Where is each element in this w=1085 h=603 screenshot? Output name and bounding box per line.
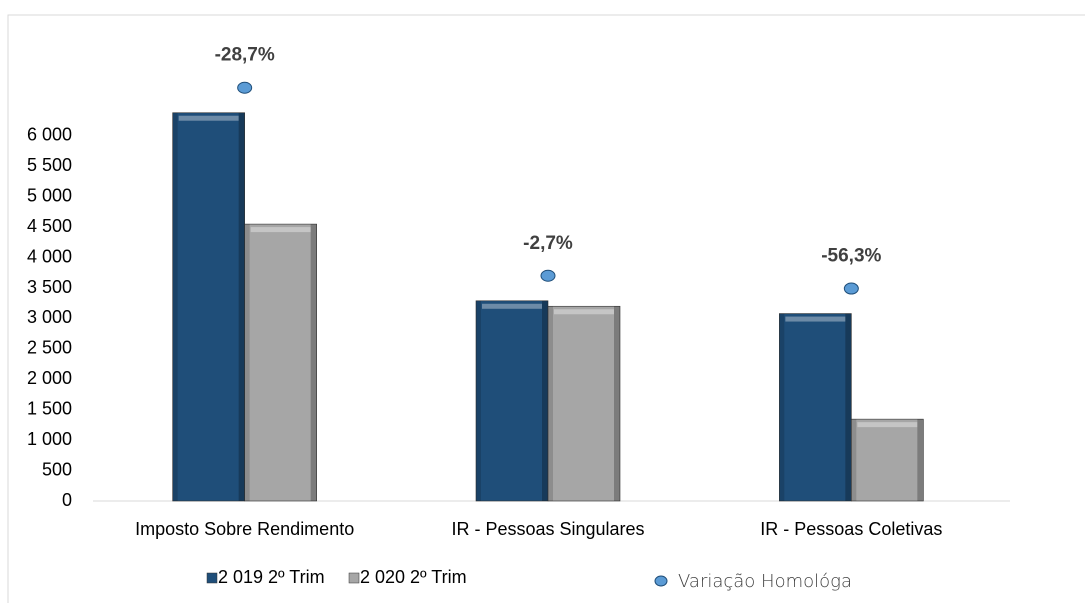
bar-shade <box>310 224 317 501</box>
bar-bevel <box>785 316 846 322</box>
y-tick-label: 5 500 <box>27 155 72 175</box>
legend-label: 2 020 2º Trim <box>360 567 467 587</box>
legend-marker <box>348 572 360 584</box>
bar-bevel <box>554 309 614 315</box>
bar-shade <box>238 112 245 501</box>
value-label: -56,3% <box>821 246 881 267</box>
value-label: -2,7% <box>523 233 573 254</box>
legend-marker <box>654 575 668 587</box>
value-label: -28,7% <box>215 45 275 66</box>
bar-shade <box>845 313 852 501</box>
bar <box>172 112 245 502</box>
bar-bevel <box>857 422 918 428</box>
bar-bevel <box>482 303 542 309</box>
x-tick-label: Imposto Sobre Rendimento <box>135 519 354 539</box>
y-tick-label: 0 <box>62 490 72 510</box>
legend-marker <box>206 572 218 584</box>
bar <box>851 418 924 502</box>
bar-shade <box>548 306 553 501</box>
y-tick-label: 2 500 <box>27 338 72 358</box>
y-tick-label: 3 500 <box>27 277 72 297</box>
y-tick-label: 1 500 <box>27 398 72 418</box>
marker <box>843 282 859 295</box>
bar-shade <box>917 419 924 501</box>
y-tick-label: 1 000 <box>27 429 72 449</box>
bar-shade <box>779 313 785 501</box>
x-tick-label: IR - Pessoas Singulares <box>451 519 644 539</box>
bar <box>779 313 852 502</box>
y-tick-label: 2 000 <box>27 368 72 388</box>
y-tick-label: 5 000 <box>27 185 72 205</box>
bar-shade <box>851 419 857 501</box>
marker <box>237 81 253 94</box>
bar <box>547 305 621 502</box>
bar-shade <box>172 112 178 501</box>
bar-shade <box>476 300 481 501</box>
bar-bevel <box>178 115 239 121</box>
y-tick-label: 4 500 <box>27 216 72 236</box>
bar-shade <box>614 306 620 501</box>
chart-border <box>7 14 1085 603</box>
bar-shade <box>542 300 548 501</box>
legend-label: 2 019 2º Trim <box>218 567 325 587</box>
bar <box>244 223 317 502</box>
bar-bevel <box>250 227 311 233</box>
bar-shade <box>244 224 250 501</box>
x-tick-label: IR - Pessoas Coletivas <box>760 519 942 539</box>
marker <box>540 269 556 282</box>
y-tick-label: 6 000 <box>27 125 72 145</box>
y-tick-label: 500 <box>42 459 72 479</box>
legend-label: Variação Homológa <box>678 571 852 592</box>
y-tick-label: 4 000 <box>27 246 72 266</box>
bar <box>475 300 549 502</box>
y-tick-label: 3 000 <box>27 307 72 327</box>
